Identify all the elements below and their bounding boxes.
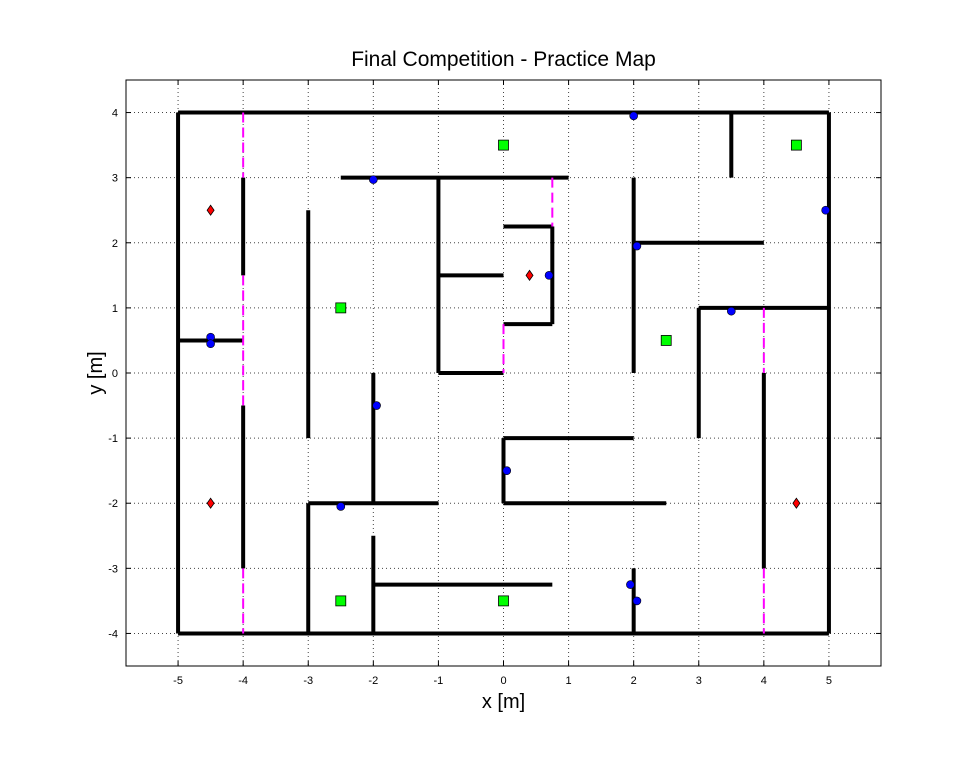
y-tick-label: 2	[112, 238, 118, 250]
y-axis-label: y [m]	[85, 351, 107, 394]
x-tick-label: -1	[434, 675, 444, 687]
x-tick-label: 1	[566, 675, 572, 687]
chart-title: Final Competition - Practice Map	[351, 48, 656, 71]
x-tick-label: -5	[173, 675, 183, 687]
x-tick-label: -4	[238, 675, 248, 687]
beacon-marker	[632, 241, 642, 251]
x-tick-label: 0	[500, 675, 506, 687]
x-tick-label: 3	[696, 675, 702, 687]
y-tick-label: -4	[108, 628, 118, 640]
ec-waypoint-marker	[206, 204, 215, 216]
y-tick-label: 0	[112, 368, 118, 380]
walls	[176, 110, 831, 636]
x-axis-label: x [m]	[482, 691, 525, 713]
waypoint-marker	[335, 302, 347, 314]
x-tick-label: -2	[368, 675, 378, 687]
x-tick-label: 5	[826, 675, 832, 687]
x-tick-label: 4	[761, 675, 767, 687]
markers	[206, 111, 830, 607]
x-tick-label: -3	[303, 675, 313, 687]
beacon-marker	[369, 175, 378, 184]
ec-waypoint-marker	[206, 497, 215, 509]
beacon-marker	[626, 580, 635, 589]
waypoint-marker	[498, 595, 509, 607]
ec-waypoint-marker	[792, 497, 801, 509]
beacon-marker	[821, 205, 830, 215]
waypoint-marker	[790, 139, 802, 151]
beacon-marker	[727, 306, 736, 316]
waypoint-marker	[335, 595, 347, 607]
ec-waypoint-marker	[525, 269, 534, 282]
beacon-marker	[336, 502, 346, 511]
beacon-marker	[372, 401, 381, 410]
y-tick-label: 1	[112, 303, 118, 315]
y-tick-label: -3	[108, 563, 118, 575]
y-tick-label: 4	[112, 108, 118, 120]
ticks: -5 -4 -3 -2 -1 0 1 2 3 4 5 -4 -3 -2 -1 0 1 2 3 4	[108, 80, 881, 687]
doors	[242, 112, 765, 634]
waypoint-marker	[660, 335, 672, 346]
x-tick-label: 2	[631, 675, 637, 687]
waypoint-marker	[498, 139, 509, 151]
beacon-marker	[206, 339, 215, 349]
beacon-marker	[632, 596, 642, 606]
y-tick-label: -2	[108, 498, 118, 510]
beacon-marker	[502, 466, 512, 475]
beacon-marker	[629, 111, 638, 121]
y-tick-label: 3	[112, 173, 118, 185]
beacon-marker	[544, 271, 554, 280]
y-tick-label: -1	[108, 433, 118, 445]
